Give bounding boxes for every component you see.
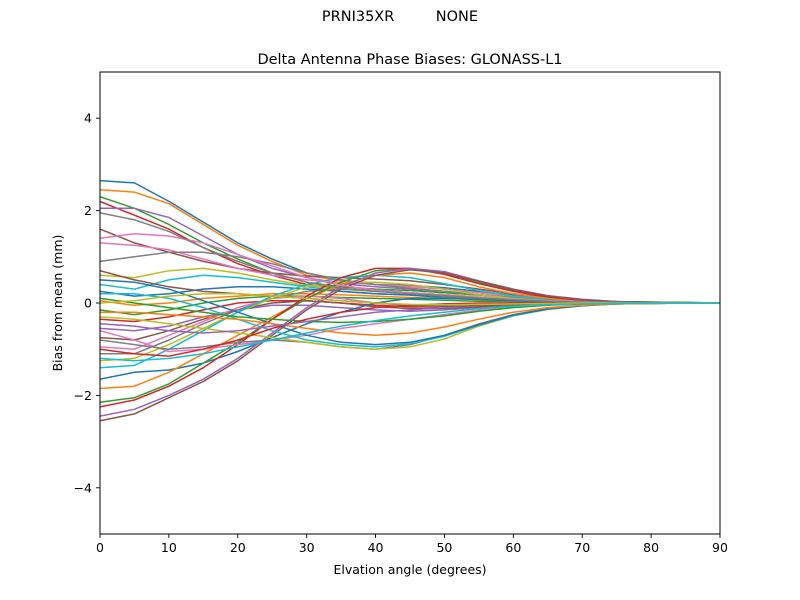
x-axis: 0 10 20 30 40 50 60 70 80 90 [96, 534, 728, 555]
x-tick-label: 10 [161, 540, 177, 555]
suptitle-left: PRNI35XR [321, 9, 395, 25]
y-axis-label: Bias from mean (mm) [50, 235, 65, 372]
series-line-40 [100, 302, 720, 362]
x-tick-label: 90 [712, 540, 728, 555]
x-tick-label: 0 [96, 540, 104, 555]
x-tick-label: 80 [643, 540, 659, 555]
suptitle-right: NONE [435, 9, 479, 25]
x-tick-label: 40 [368, 540, 384, 555]
series-line-26 [100, 268, 720, 422]
x-axis-label: Elvation angle (degrees) [333, 562, 486, 577]
y-tick-label: 0 [84, 296, 92, 311]
x-tick-label: 20 [230, 540, 246, 555]
x-tick-label: 60 [505, 540, 521, 555]
y-tick-label: 4 [84, 111, 92, 126]
y-tick-label: −2 [74, 388, 92, 403]
series-line-2 [100, 189, 720, 304]
series-layer [100, 179, 720, 422]
x-tick-label: 70 [574, 540, 590, 555]
chart-title: Delta Antenna Phase Biases: GLONASS-L1 [257, 52, 562, 68]
y-tick-label: −4 [74, 480, 92, 495]
figure-suptitle: PRNI35XR NONE [0, 9, 800, 25]
y-axis: −4 −2 0 2 4 [74, 111, 100, 495]
x-tick-label: 30 [299, 540, 315, 555]
y-tick-label: 2 [84, 203, 92, 218]
x-tick-label: 50 [436, 540, 452, 555]
